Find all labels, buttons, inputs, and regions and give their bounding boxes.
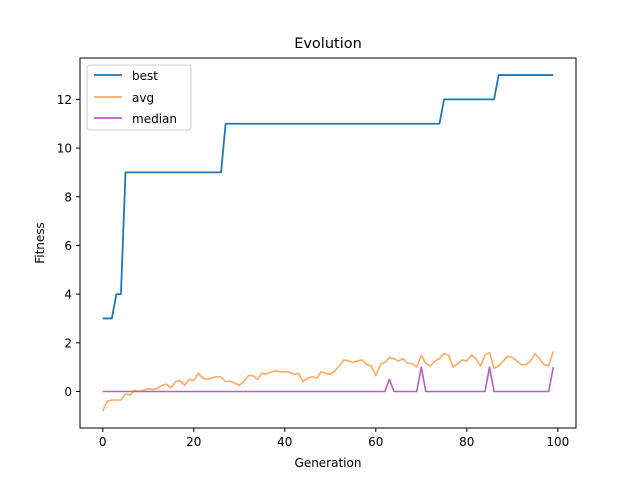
series-line-best (102, 74, 554, 320)
y-axis-ticks: 0 2 4 6 8 10 12 (57, 93, 80, 399)
x-tick-label: 40 (277, 435, 292, 449)
y-tick-label: 0 (64, 385, 72, 399)
chart-title: Evolution (294, 36, 362, 52)
y-tick-label: 4 (64, 288, 72, 302)
series-line-median (102, 366, 555, 393)
x-tick-label: 80 (459, 435, 474, 449)
y-tick-label: 2 (64, 336, 72, 350)
x-tick-label: 100 (546, 435, 569, 449)
y-axis-label: Fitness (33, 222, 47, 264)
legend: best avg median (86, 64, 192, 131)
x-tick-label: 0 (99, 435, 107, 449)
legend-box (86, 64, 192, 131)
x-axis-label: Generation (295, 456, 362, 470)
legend-label-median: median (132, 112, 177, 126)
plot-area (79, 57, 577, 429)
y-tick-label: 6 (64, 239, 72, 253)
x-tick-label: 60 (368, 435, 383, 449)
legend-label-avg: avg (132, 91, 154, 105)
y-tick-label: 10 (57, 142, 72, 156)
series-layer (102, 74, 555, 412)
y-tick-label: 8 (64, 190, 72, 204)
x-axis-ticks: 0 20 40 60 80 100 (99, 428, 569, 449)
axes-frame (79, 57, 577, 429)
y-tick-label: 12 (57, 93, 72, 107)
series-line-avg (102, 351, 555, 412)
legend-label-best: best (132, 69, 158, 83)
x-tick-label: 20 (186, 435, 201, 449)
